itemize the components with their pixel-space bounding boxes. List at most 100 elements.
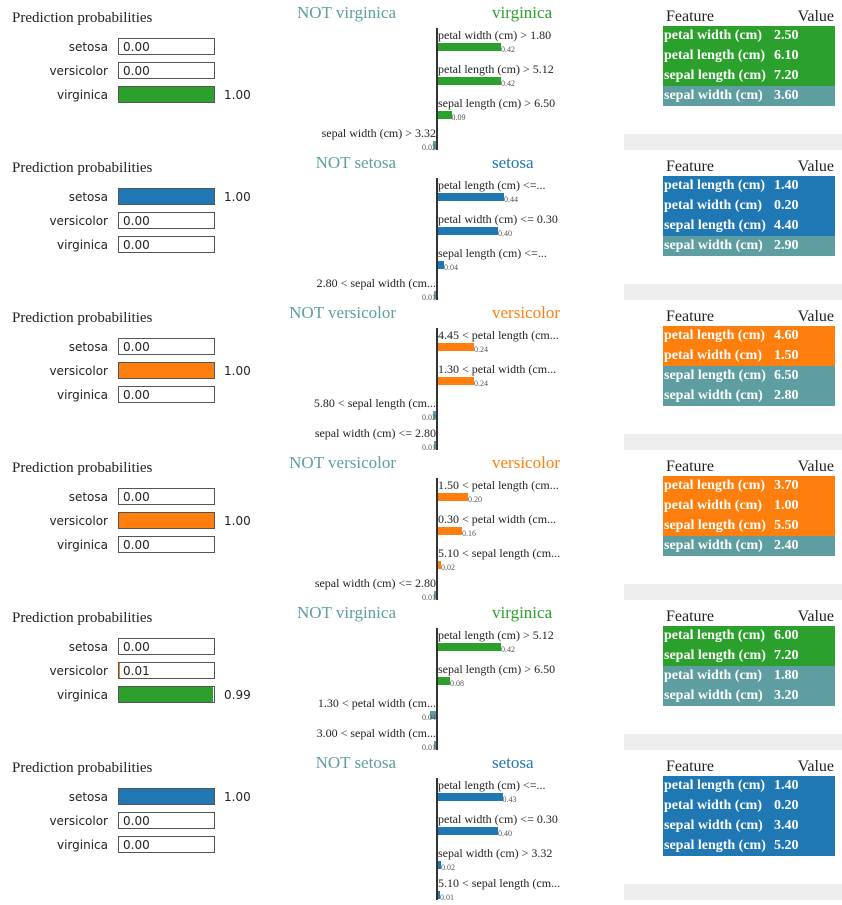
class-label: setosa [68, 790, 108, 804]
feature-bar [434, 591, 436, 599]
feature-weight: 0.02 [422, 143, 436, 152]
feature-value: 2.80 [774, 388, 799, 403]
probability-bar [119, 513, 214, 528]
table-header: Feature Value [663, 756, 838, 776]
feature-value-table: Feature Value petal length (cm) 1.40 petal w… [663, 756, 838, 856]
feature-value: 4.60 [774, 328, 799, 343]
header-value: Value [797, 458, 834, 475]
probability-bar-box: 0.00 [118, 212, 215, 229]
probability-value: 0.00 [123, 640, 150, 654]
feature-weights-chart: NOT versicolor versicolor 1.50 < petal len… [270, 450, 620, 602]
explanation-panel: Prediction probabilities setosa 0.00 versic… [0, 0, 842, 152]
prediction-probabilities: Prediction probabilities setosa 0.00 versic… [0, 450, 270, 600]
class-label: versicolor [49, 664, 108, 678]
probability-value: 1.00 [224, 514, 251, 528]
feature-value: 1.50 [774, 348, 799, 363]
probability-row: setosa 1.00 [0, 788, 270, 808]
class-label: versicolor [49, 214, 108, 228]
feature-bar [438, 643, 501, 651]
probability-bar-box [118, 188, 215, 205]
feature-bar [438, 677, 450, 685]
feature-name: sepal width (cm) [664, 88, 763, 103]
feature-label: 1.30 < petal width (cm... [317, 696, 436, 710]
feature-bar [438, 227, 498, 235]
table-row: petal length (cm) 6.10 [663, 46, 835, 66]
feature-name: sepal width (cm) [664, 538, 763, 553]
table-row: petal width (cm) 1.80 [663, 666, 835, 686]
zero-axis [436, 478, 438, 600]
prediction-probabilities: Prediction probabilities setosa 0.00 versic… [0, 0, 270, 150]
table-row: petal width (cm) 2.50 [663, 26, 835, 46]
probability-bar-box: 0.00 [118, 236, 215, 253]
feature-label: sepal width (cm) <= 2.80 [314, 576, 436, 590]
feature-name: petal width (cm) [664, 198, 762, 213]
table-row: sepal length (cm) 6.50 [663, 366, 835, 386]
zero-axis [436, 28, 438, 150]
feature-value: 7.20 [774, 68, 799, 83]
feature-name: petal length (cm) [664, 778, 766, 793]
feature-value: 6.50 [774, 368, 799, 383]
zero-axis [436, 628, 438, 750]
feature-name: sepal length (cm) [664, 218, 766, 233]
probability-row: versicolor 0.00 [0, 212, 270, 232]
table-row: petal width (cm) 1.00 [663, 496, 835, 516]
header-value: Value [797, 158, 834, 175]
table-header: Feature Value [663, 306, 838, 326]
probability-bar-box [118, 86, 215, 103]
probability-value: 1.00 [224, 88, 251, 102]
probabilities-title: Prediction probabilities [12, 460, 153, 476]
header-feature: Feature [666, 458, 714, 475]
feature-name: sepal width (cm) [664, 238, 763, 253]
probability-value: 0.00 [123, 64, 150, 78]
feature-bar [438, 343, 474, 351]
prediction-probabilities: Prediction probabilities setosa 0.00 versic… [0, 600, 270, 750]
probability-bar-box: 0.00 [118, 536, 215, 553]
table-header: Feature Value [663, 456, 838, 476]
header-feature: Feature [666, 608, 714, 625]
table-row: petal width (cm) 0.20 [663, 196, 835, 216]
table-row: petal length (cm) 1.40 [663, 776, 835, 796]
feature-bar [438, 827, 498, 835]
probability-bar-box: 0.00 [118, 386, 215, 403]
feature-value: 1.00 [774, 498, 799, 513]
probability-row: versicolor 0.00 [0, 62, 270, 82]
feature-weight: 0.01 [440, 893, 454, 902]
explanation-panel: Prediction probabilities setosa 0.00 versic… [0, 600, 842, 752]
feature-value: 3.60 [774, 88, 799, 103]
feature-weight: 0.02 [441, 863, 455, 872]
feature-value: 0.20 [774, 798, 799, 813]
class-label: virginica [57, 538, 108, 552]
not-class-header: NOT versicolor [289, 453, 396, 472]
feature-name: petal length (cm) [664, 478, 766, 493]
feature-value-table: Feature Value petal length (cm) 6.00 sepal l… [663, 606, 838, 706]
class-label: versicolor [49, 64, 108, 78]
probability-row: virginica 1.00 [0, 86, 270, 106]
feature-weight: 0.42 [501, 645, 515, 654]
table-row: petal length (cm) 4.60 [663, 326, 835, 346]
feature-bar [438, 43, 501, 51]
feature-label: sepal width (cm) > 3.32 [438, 846, 553, 860]
feature-name: sepal width (cm) [664, 818, 763, 833]
feature-name: petal length (cm) [664, 178, 766, 193]
probability-value: 1.00 [224, 790, 251, 804]
feature-label: sepal width (cm) > 3.32 [321, 126, 436, 140]
feature-bar [433, 411, 436, 419]
probability-row: setosa 0.00 [0, 638, 270, 658]
table-row: petal length (cm) 3.70 [663, 476, 835, 496]
table-row: petal width (cm) 1.50 [663, 346, 835, 366]
probability-bar [119, 789, 214, 804]
table-row: sepal width (cm) 2.40 [663, 536, 835, 556]
zero-axis [436, 778, 438, 900]
feature-value-table: Feature Value petal length (cm) 3.70 petal w… [663, 456, 838, 556]
class-header: versicolor [492, 303, 560, 322]
feature-weight: 0.01 [422, 443, 436, 452]
table-row: petal length (cm) 6.00 [663, 626, 835, 646]
probability-value: 0.00 [123, 814, 150, 828]
panel-separator [624, 284, 842, 300]
probability-bar [119, 189, 214, 204]
feature-weight: 0.44 [504, 195, 518, 204]
probability-row: virginica 0.00 [0, 236, 270, 256]
feature-name: sepal width (cm) [664, 388, 763, 403]
zero-axis [436, 178, 438, 300]
feature-name: petal length (cm) [664, 48, 766, 63]
